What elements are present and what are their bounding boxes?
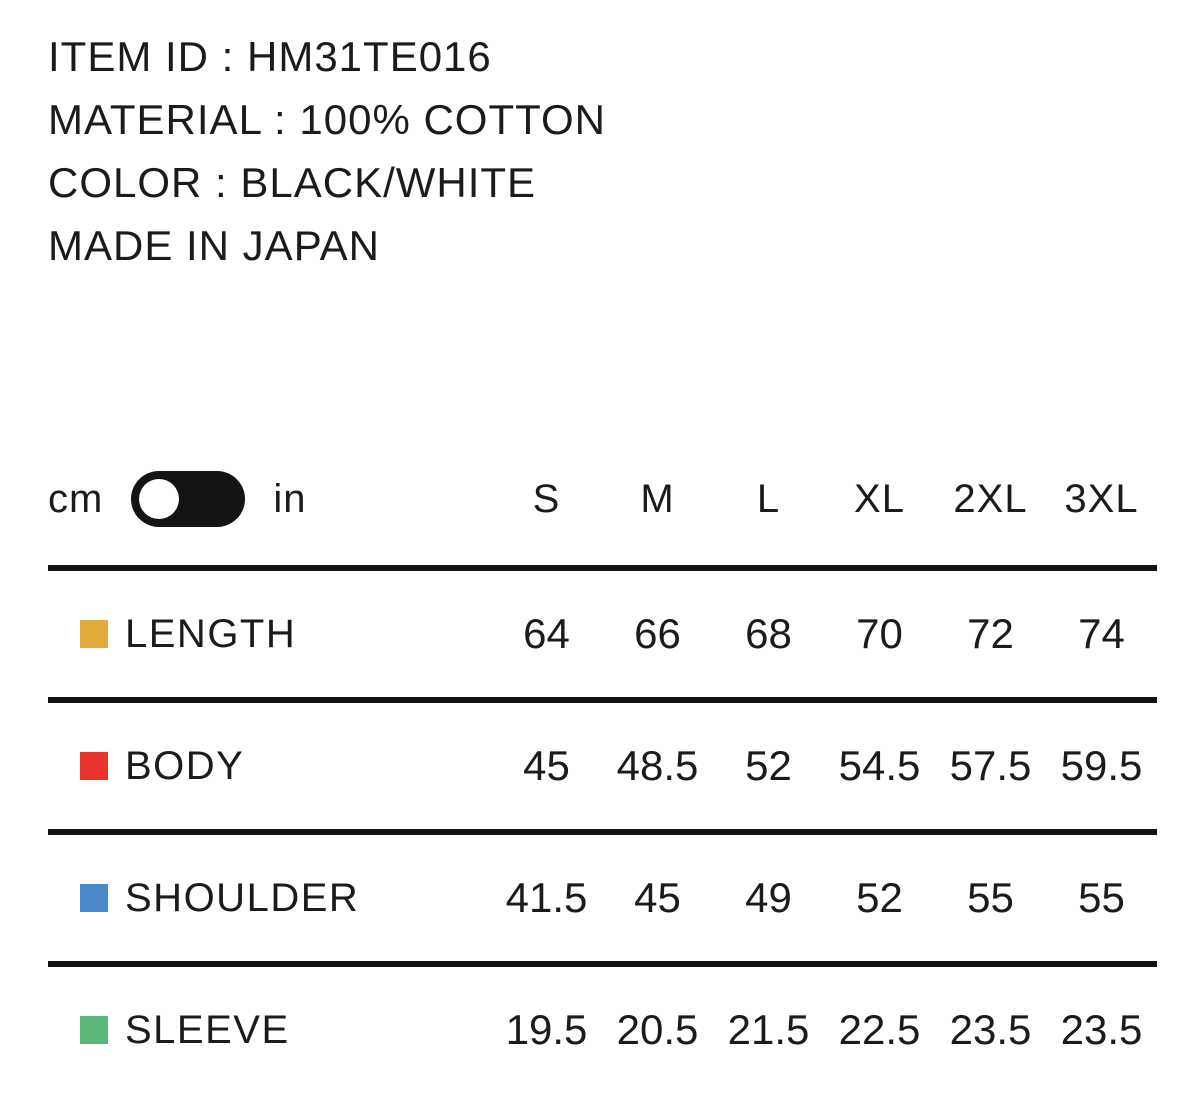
row-label: SHOULDER <box>125 875 360 920</box>
size-column-header-l: L <box>756 476 781 521</box>
size-column-header-m: M <box>640 476 675 521</box>
size-column-header-xl: XL <box>854 476 905 521</box>
size-column-header-s: S <box>532 476 561 521</box>
size-value: 66 <box>634 610 681 657</box>
product-info: ITEM ID : HM31TE016 MATERIAL : 100% COTT… <box>48 0 1202 277</box>
size-value: 68 <box>745 610 792 657</box>
size-value: 48.5 <box>616 742 699 789</box>
size-value: 49 <box>745 874 792 921</box>
size-value: 21.5 <box>727 1006 810 1053</box>
size-column-header-2xl: 2XL <box>953 476 1028 521</box>
table-row-length: LENGTH 64 66 68 70 72 74 <box>48 565 1157 697</box>
origin-line: MADE IN JAPAN <box>48 222 380 269</box>
unit-label-in[interactable]: in <box>273 476 307 521</box>
color-swatch-body <box>80 752 108 780</box>
row-label-cell: BODY <box>48 744 491 789</box>
size-chart: cm in S M L XL 2XL 3XL LENGTH 64 66 68 7… <box>48 433 1157 1093</box>
size-value: 70 <box>856 610 903 657</box>
toggle-knob <box>139 479 180 519</box>
size-value: 23.5 <box>949 1006 1032 1053</box>
color-line: COLOR : BLACK/WHITE <box>48 159 537 206</box>
unit-label-cm[interactable]: cm <box>48 476 104 521</box>
row-label: BODY <box>125 743 245 788</box>
size-value: 54.5 <box>838 742 921 789</box>
size-value: 45 <box>523 742 570 789</box>
item-id-line: ITEM ID : HM31TE016 <box>48 33 492 80</box>
size-value: 52 <box>745 742 792 789</box>
size-value: 45 <box>634 874 681 921</box>
size-value: 57.5 <box>949 742 1032 789</box>
row-label: LENGTH <box>125 611 297 656</box>
size-value: 41.5 <box>505 874 588 921</box>
size-value: 74 <box>1078 610 1125 657</box>
table-row-body: BODY 45 48.5 52 54.5 57.5 59.5 <box>48 697 1157 829</box>
size-value: 64 <box>523 610 570 657</box>
size-value: 20.5 <box>616 1006 699 1053</box>
color-swatch-shoulder <box>80 884 108 912</box>
material-line: MATERIAL : 100% COTTON <box>48 96 607 143</box>
size-value: 72 <box>967 610 1014 657</box>
size-column-header-3xl: 3XL <box>1064 476 1139 521</box>
size-value: 55 <box>967 874 1014 921</box>
row-label-cell: SHOULDER <box>48 876 491 921</box>
size-value: 59.5 <box>1060 742 1143 789</box>
size-value: 52 <box>856 874 903 921</box>
size-value: 55 <box>1078 874 1125 921</box>
row-label-cell: SLEEVE <box>48 1008 491 1053</box>
unit-toggle-group: cm in <box>48 471 491 527</box>
size-value: 23.5 <box>1060 1006 1143 1053</box>
color-swatch-length <box>80 620 108 648</box>
row-label: SLEEVE <box>125 1007 290 1052</box>
size-chart-header-row: cm in S M L XL 2XL 3XL <box>48 433 1157 565</box>
size-value: 22.5 <box>838 1006 921 1053</box>
size-value: 19.5 <box>505 1006 588 1053</box>
unit-toggle[interactable] <box>131 471 246 527</box>
table-row-sleeve: SLEEVE 19.5 20.5 21.5 22.5 23.5 23.5 <box>48 961 1157 1093</box>
row-label-cell: LENGTH <box>48 612 491 657</box>
table-row-shoulder: SHOULDER 41.5 45 49 52 55 55 <box>48 829 1157 961</box>
color-swatch-sleeve <box>80 1016 108 1044</box>
